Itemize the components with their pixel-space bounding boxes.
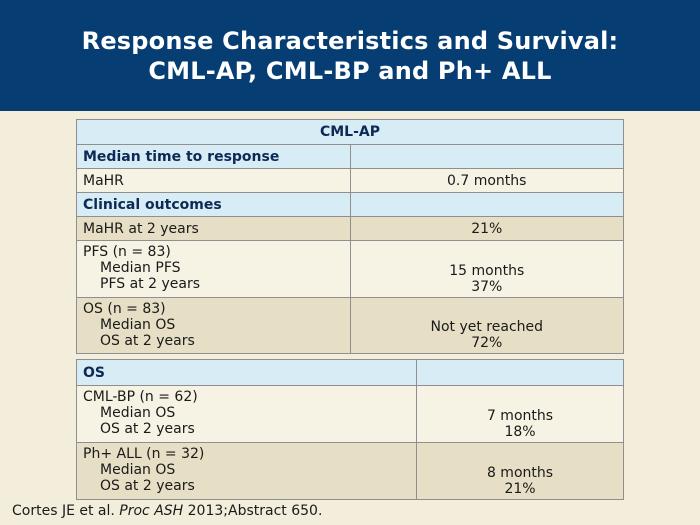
row-value: 8 months <box>486 465 554 481</box>
row-label: MaHR <box>76 168 351 193</box>
row-value: 18% <box>504 424 536 440</box>
row-value: 21% <box>349 216 624 241</box>
citation-reference: 2013;Abstract 650. <box>183 503 323 519</box>
row-value-group: 15 months 37% <box>349 240 624 298</box>
row-sublabel: Median OS <box>100 462 176 478</box>
section-row-os: OS <box>76 359 624 386</box>
section-row-median-time: Median time to response <box>76 144 624 169</box>
row-value: 21% <box>504 481 536 497</box>
table-heading: CML-AP <box>76 119 624 145</box>
cml-ap-table: CML-AP Median time to response MaHR 0.7 … <box>76 119 624 354</box>
citation-authors: Cortes JE et al. <box>12 503 120 519</box>
table-row: OS (n = 83) Median OS OS at 2 years Not … <box>76 297 624 354</box>
row-label-group: PFS (n = 83) Median PFS PFS at 2 years <box>76 240 351 298</box>
empty-cell <box>349 144 624 169</box>
table-row: MaHR 0.7 months <box>76 168 624 193</box>
row-value: 37% <box>471 279 503 295</box>
table-row: Ph+ ALL (n = 32) Median OS OS at 2 years… <box>76 442 624 500</box>
row-sublabel: Median PFS <box>100 260 181 276</box>
citation: Cortes JE et al. Proc ASH 2013;Abstract … <box>12 503 322 519</box>
row-value: 72% <box>471 335 503 351</box>
row-value: Not yet reached <box>430 319 544 335</box>
row-label-group: CML-BP (n = 62) Median OS OS at 2 years <box>76 385 417 443</box>
os-table: OS CML-BP (n = 62) Median OS OS at 2 yea… <box>76 359 624 500</box>
row-value: 0.7 months <box>349 168 624 193</box>
row-label: PFS (n = 83) <box>83 244 171 260</box>
empty-cell <box>416 359 624 386</box>
row-label: CML-BP (n = 62) <box>83 389 198 405</box>
row-label: MaHR at 2 years <box>76 216 351 241</box>
citation-journal: Proc ASH <box>119 503 184 519</box>
title-banner: Response Characteristics and Survival: C… <box>0 0 700 111</box>
table-heading-row: CML-AP <box>76 119 624 145</box>
row-sublabel: Median OS <box>100 317 176 333</box>
row-value: 15 months <box>449 263 525 279</box>
section-row-clinical-outcomes: Clinical outcomes <box>76 192 624 217</box>
section-label: Median time to response <box>76 144 351 169</box>
slide-title-line-2: CML-AP, CML-BP and Ph+ ALL <box>148 56 552 85</box>
table-row: MaHR at 2 years 21% <box>76 216 624 241</box>
table-row: CML-BP (n = 62) Median OS OS at 2 years … <box>76 385 624 443</box>
row-label-group: OS (n = 83) Median OS OS at 2 years <box>76 297 351 354</box>
row-sublabel: OS at 2 years <box>100 478 195 494</box>
row-value-group: 7 months 18% <box>416 385 624 443</box>
row-sublabel: Median OS <box>100 405 176 421</box>
row-value-group: 8 months 21% <box>416 442 624 500</box>
row-sublabel: PFS at 2 years <box>100 276 200 292</box>
row-value-group: Not yet reached 72% <box>349 297 624 354</box>
empty-cell <box>349 192 624 217</box>
row-sublabel: OS at 2 years <box>100 333 195 349</box>
row-value: 7 months <box>486 408 554 424</box>
section-label: OS <box>76 359 417 386</box>
row-label: Ph+ ALL (n = 32) <box>83 446 205 462</box>
row-label-group: Ph+ ALL (n = 32) Median OS OS at 2 years <box>76 442 417 500</box>
section-label: Clinical outcomes <box>76 192 351 217</box>
row-sublabel: OS at 2 years <box>100 421 195 437</box>
slide-title-line-1: Response Characteristics and Survival: <box>81 26 619 55</box>
table-row: PFS (n = 83) Median PFS PFS at 2 years 1… <box>76 240 624 298</box>
row-label: OS (n = 83) <box>83 301 166 317</box>
